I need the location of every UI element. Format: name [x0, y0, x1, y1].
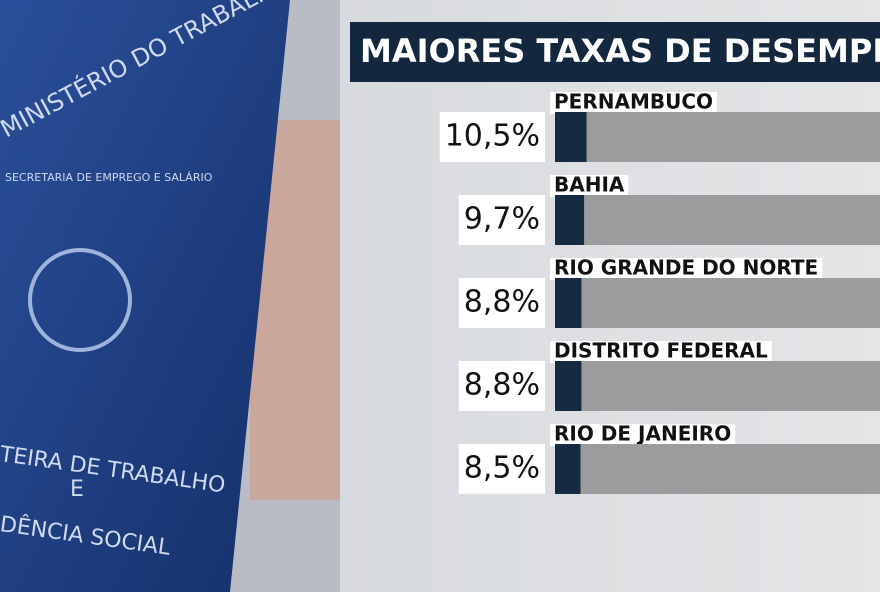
value-label: 8,8%: [464, 368, 540, 403]
value-label: 8,5%: [464, 451, 540, 486]
category-label: RIO GRANDE DO NORTE: [554, 256, 818, 280]
value-box: [458, 361, 545, 411]
category-label: DISTRITO FEDERAL: [554, 339, 768, 363]
value-box: [458, 195, 545, 245]
photo-text: SECRETARIA DE EMPREGO E SALÁRIO: [5, 171, 213, 184]
photo-text: E: [70, 477, 84, 502]
category-box: [550, 424, 736, 446]
title-box: [350, 22, 880, 82]
value-box: [458, 444, 545, 494]
category-box: [550, 175, 629, 197]
value-label: 9,7%: [464, 202, 540, 237]
bar: [555, 112, 587, 162]
category-label: BAHIA: [554, 173, 625, 197]
bar: [555, 444, 581, 494]
value-label: 10,5%: [445, 119, 540, 154]
bar-track: [555, 444, 880, 494]
chart-title: MAIORES TAXAS DE DESEMPRE: [360, 32, 880, 70]
category-box: [550, 92, 718, 114]
photo: MINISTÉRIO DO TRABALHO SECRETARIA DE EMP…: [0, 0, 340, 592]
book-cover: [0, 0, 290, 592]
category-label: RIO DE JANEIRO: [554, 422, 731, 446]
value-box: [458, 278, 545, 328]
category-box: [550, 341, 772, 363]
emblem: [28, 248, 132, 352]
bar-track: [555, 278, 880, 328]
bar: [555, 278, 582, 328]
category-label: PERNAMBUCO: [554, 90, 713, 114]
value-box: [439, 112, 545, 162]
bar-track: [555, 195, 880, 245]
bar: [555, 361, 582, 411]
category-box: [550, 258, 823, 280]
bar-track: [555, 361, 880, 411]
bar: [555, 195, 585, 245]
value-label: 8,8%: [464, 285, 540, 320]
bar-track: [555, 112, 880, 162]
